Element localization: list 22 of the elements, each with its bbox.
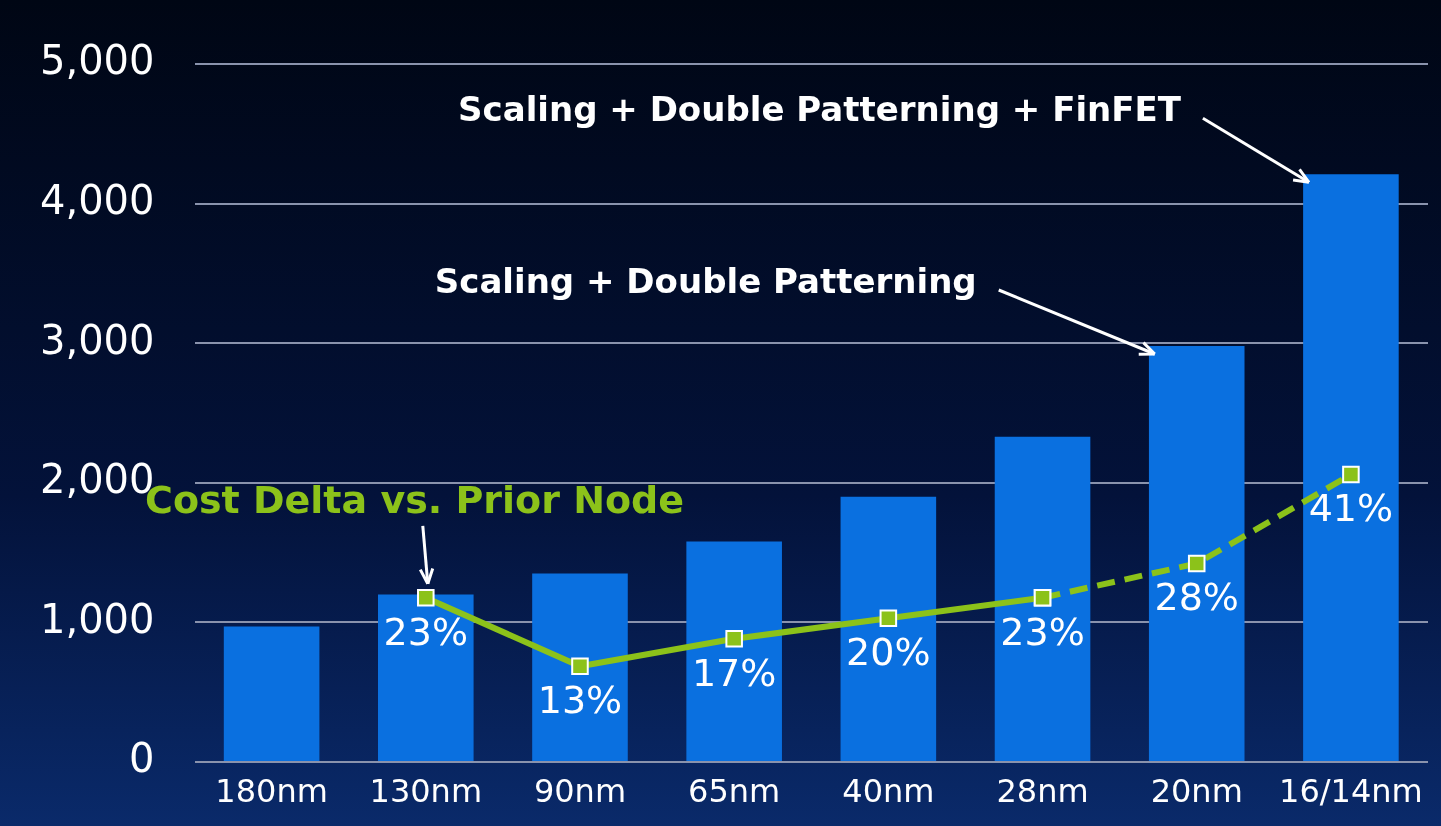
x-tick-label: 130nm <box>369 771 483 810</box>
x-tick-label: 40nm <box>842 771 935 810</box>
annotation: Scaling + Double Patterning + FinFET <box>458 89 1182 130</box>
x-tick-label: 90nm <box>533 771 627 810</box>
x-tick-label: 16/14nm <box>1279 771 1423 810</box>
data-label: 23% <box>383 609 469 654</box>
y-tick-label: 0 <box>129 735 155 782</box>
x-tick-label: 65nm <box>688 771 781 810</box>
x-tick-label: 28nm <box>996 771 1089 810</box>
y-tick-label: 4,000 <box>40 176 155 223</box>
data-label: 13% <box>537 678 623 723</box>
data-label: 17% <box>691 650 777 695</box>
y-tick-label: 1,000 <box>40 595 155 642</box>
x-tick-label: 20nm <box>1150 771 1243 810</box>
data-label: 23% <box>1000 609 1085 654</box>
data-label: 41% <box>1308 486 1394 531</box>
y-tick-label: 3,000 <box>40 316 155 363</box>
data-label: 20% <box>846 630 931 675</box>
data-label: 28% <box>1154 575 1239 620</box>
x-tick-label: 180nm <box>215 771 328 810</box>
annotation: Scaling + Double Patterning <box>434 260 977 301</box>
y-tick-label: 5,000 <box>40 37 155 84</box>
